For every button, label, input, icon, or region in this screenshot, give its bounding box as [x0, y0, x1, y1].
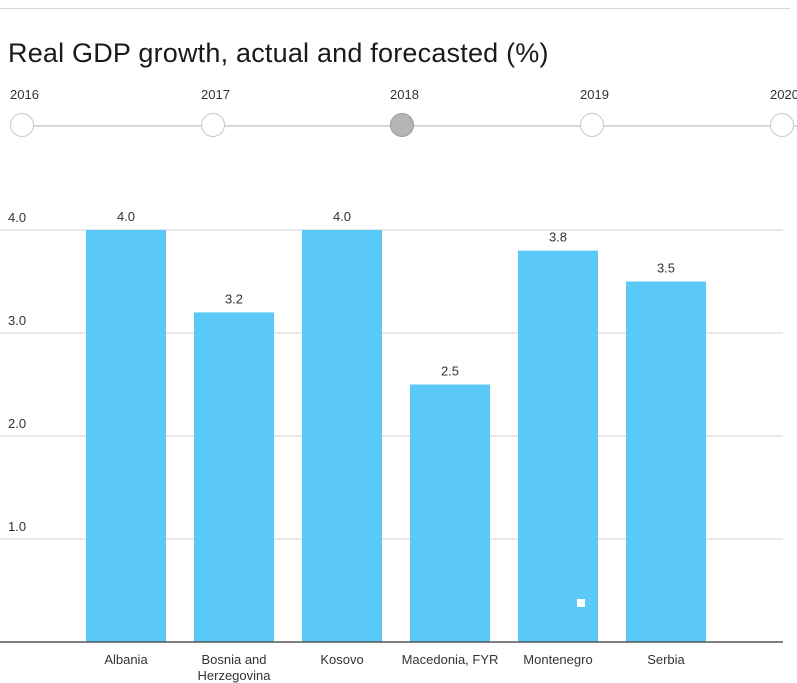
data-label: 3.8 — [549, 230, 567, 245]
chart-title: Real GDP growth, actual and forecasted (… — [8, 38, 549, 68]
small-white-marker — [577, 599, 585, 607]
x-category-label: Bosnia and — [201, 652, 266, 667]
bar-macedonia-fyr — [410, 384, 490, 642]
y-tick-label: 1.0 — [8, 519, 26, 534]
timeline-year-label: 2017 — [201, 87, 230, 102]
x-category-label: Kosovo — [320, 652, 363, 667]
bar-chart: 1.0 2.0 3.0 4.0 4.0 3.2 4.0 2.5 3.8 3.5 Albania Bos… — [0, 209, 783, 683]
bar-kosovo — [302, 230, 382, 642]
y-tick-label: 3.0 — [8, 313, 26, 328]
timeline-year-label: 2016 — [10, 87, 39, 102]
top-divider — [0, 8, 790, 9]
x-category-label: Albania — [104, 652, 148, 667]
data-label: 4.0 — [333, 209, 351, 224]
timeline-node[interactable] — [10, 113, 34, 137]
bar-bosnia-and-herzegovina — [194, 312, 274, 642]
x-category-label: Macedonia, FYR — [402, 652, 499, 667]
year-timeline: 2016 2017 2018 2019 2020 — [0, 80, 797, 150]
timeline-node[interactable] — [390, 113, 414, 137]
data-label: 2.5 — [441, 364, 459, 379]
bar-montenegro — [518, 250, 598, 642]
timeline-node[interactable] — [201, 113, 225, 137]
timeline-year-label: 2019 — [580, 87, 609, 102]
data-label: 4.0 — [117, 209, 135, 224]
y-tick-label: 2.0 — [8, 416, 26, 431]
timeline-node[interactable] — [580, 113, 604, 137]
y-tick-label: 4.0 — [8, 210, 26, 225]
bar-albania — [86, 230, 166, 642]
timeline-node[interactable] — [770, 113, 794, 137]
timeline-year-label: 2020 — [770, 87, 797, 102]
data-label: 3.5 — [657, 261, 675, 276]
x-category-label: Herzegovina — [198, 668, 272, 683]
x-category-label: Serbia — [647, 652, 685, 667]
x-category-label: Montenegro — [523, 652, 592, 667]
timeline-year-label: 2018 — [390, 87, 419, 102]
data-label: 3.2 — [225, 291, 243, 306]
bar-serbia — [626, 281, 706, 642]
